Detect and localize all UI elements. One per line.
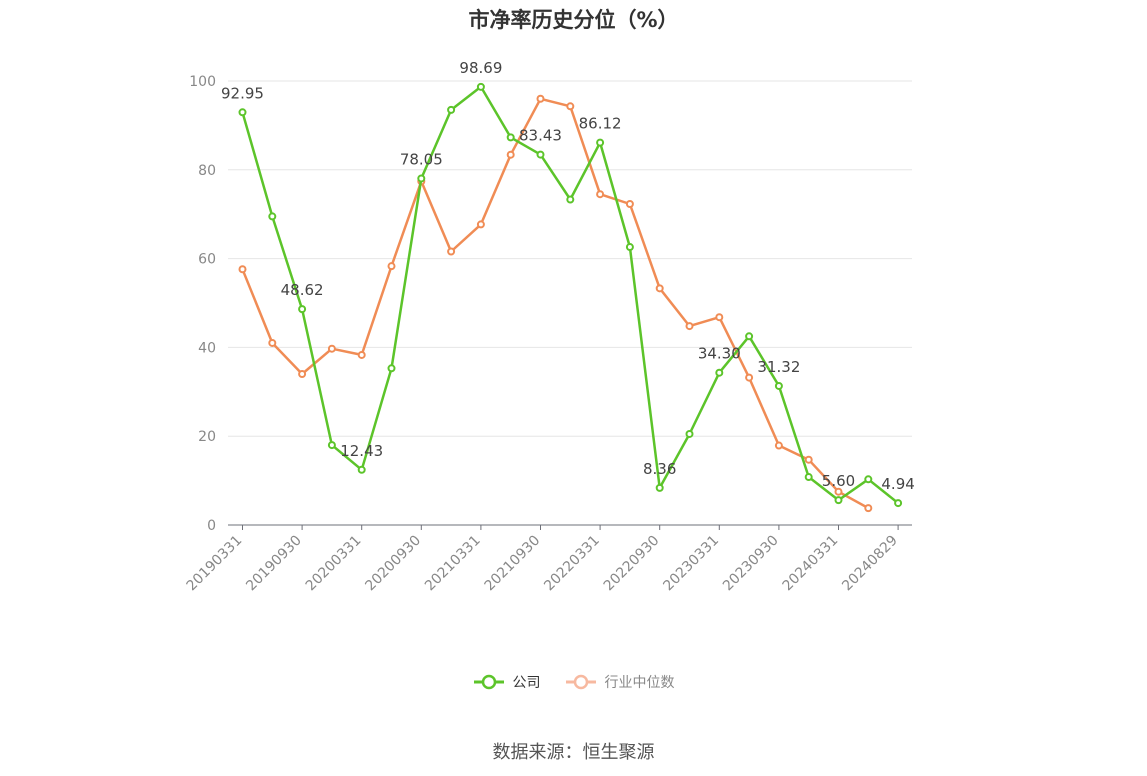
data-point-company[interactable] [655, 483, 664, 492]
data-point-company[interactable] [774, 381, 783, 390]
data-point-company[interactable] [864, 475, 873, 484]
data-point-company[interactable] [387, 364, 396, 373]
data-point-company[interactable] [447, 105, 456, 114]
data-label-company: 78.05 [400, 150, 443, 168]
data-label-company: 5.60 [822, 472, 855, 490]
data-point-industry[interactable] [774, 441, 783, 450]
legend-label-industry: 行业中位数 [604, 675, 675, 691]
data-point-company[interactable] [417, 174, 426, 183]
legend-label-company: 公司 [512, 675, 541, 691]
data-point-company[interactable] [298, 305, 307, 314]
y-tick-label: 60 [198, 252, 216, 268]
data-point-industry[interactable] [238, 265, 247, 274]
data-label-company: 34.30 [698, 345, 741, 363]
data-point-industry[interactable] [596, 190, 605, 199]
x-tick-label: 20210331 [422, 533, 484, 595]
x-tick-label: 20230331 [660, 533, 722, 595]
data-point-industry[interactable] [357, 350, 366, 359]
data-point-company[interactable] [745, 332, 754, 341]
data-label-company: 12.43 [340, 442, 383, 460]
x-tick-label: 20220331 [541, 533, 603, 595]
data-point-industry[interactable] [536, 94, 545, 103]
y-tick-label: 40 [198, 340, 216, 356]
x-tick-label: 20200930 [362, 533, 424, 595]
y-tick-label: 0 [207, 518, 216, 534]
data-label-company: 31.32 [757, 358, 800, 376]
legend-company-icon [473, 674, 504, 690]
data-point-industry[interactable] [387, 262, 396, 271]
data-label-company: 4.94 [881, 475, 914, 493]
data-point-industry[interactable] [745, 373, 754, 382]
data-label-company: 83.43 [519, 127, 562, 145]
data-point-company[interactable] [685, 429, 694, 438]
legend-item-industry[interactable]: 行业中位数 [565, 672, 675, 692]
data-point-company[interactable] [596, 138, 605, 147]
data-label-company: 92.95 [221, 84, 264, 102]
x-tick-label: 20210930 [482, 533, 544, 595]
chart-legend: 公司 行业中位数 [0, 672, 1147, 692]
data-point-company[interactable] [238, 108, 247, 117]
data-point-industry[interactable] [685, 322, 694, 331]
data-point-industry[interactable] [834, 487, 843, 496]
chart-title: 市净率历史分位（%） [468, 8, 679, 32]
series-line-company [241, 85, 899, 505]
data-point-company[interactable] [834, 496, 843, 505]
data-point-industry[interactable] [268, 338, 277, 347]
data-point-company[interactable] [566, 195, 575, 204]
x-tick-label: 20220930 [601, 533, 663, 595]
data-point-industry[interactable] [715, 313, 724, 322]
data-point-industry[interactable] [447, 247, 456, 256]
data-point-company[interactable] [476, 82, 485, 91]
data-point-industry[interactable] [327, 344, 336, 353]
x-tick-label: 20230930 [720, 533, 782, 595]
x-tick-label: 20190930 [243, 533, 305, 595]
data-point-company[interactable] [536, 150, 545, 159]
data-point-industry[interactable] [566, 102, 575, 111]
source-note: 数据来源：恒生聚源 [492, 742, 655, 763]
data-label-company: 86.12 [579, 115, 622, 133]
data-point-industry[interactable] [864, 504, 873, 513]
data-point-company[interactable] [268, 212, 277, 221]
data-point-company[interactable] [804, 473, 813, 482]
data-point-company[interactable] [327, 441, 336, 450]
data-point-industry[interactable] [655, 284, 664, 293]
data-point-company[interactable] [894, 499, 903, 508]
x-tick-label: 20200331 [303, 533, 365, 595]
data-point-company[interactable] [625, 243, 634, 252]
data-point-company[interactable] [715, 368, 724, 377]
y-tick-label: 80 [198, 163, 216, 179]
y-tick-label: 20 [198, 429, 216, 445]
legend-item-company[interactable]: 公司 [473, 672, 541, 692]
series-line-industry [241, 97, 869, 510]
data-label-company: 98.69 [459, 59, 502, 77]
data-point-company[interactable] [357, 465, 366, 474]
data-point-industry[interactable] [506, 150, 515, 159]
data-point-industry[interactable] [476, 220, 485, 229]
data-point-industry[interactable] [298, 370, 307, 379]
data-point-industry[interactable] [625, 199, 634, 208]
legend-industry-icon [565, 674, 596, 690]
x-tick-label: 20190331 [184, 533, 246, 595]
y-tick-label: 100 [189, 74, 216, 90]
x-tick-label: 20240331 [780, 533, 842, 595]
data-label-company: 48.62 [281, 281, 324, 299]
data-point-industry[interactable] [804, 455, 813, 464]
data-point-company[interactable] [506, 133, 515, 142]
x-tick-label: 20240829 [839, 533, 901, 595]
data-label-company: 8.36 [643, 460, 676, 478]
